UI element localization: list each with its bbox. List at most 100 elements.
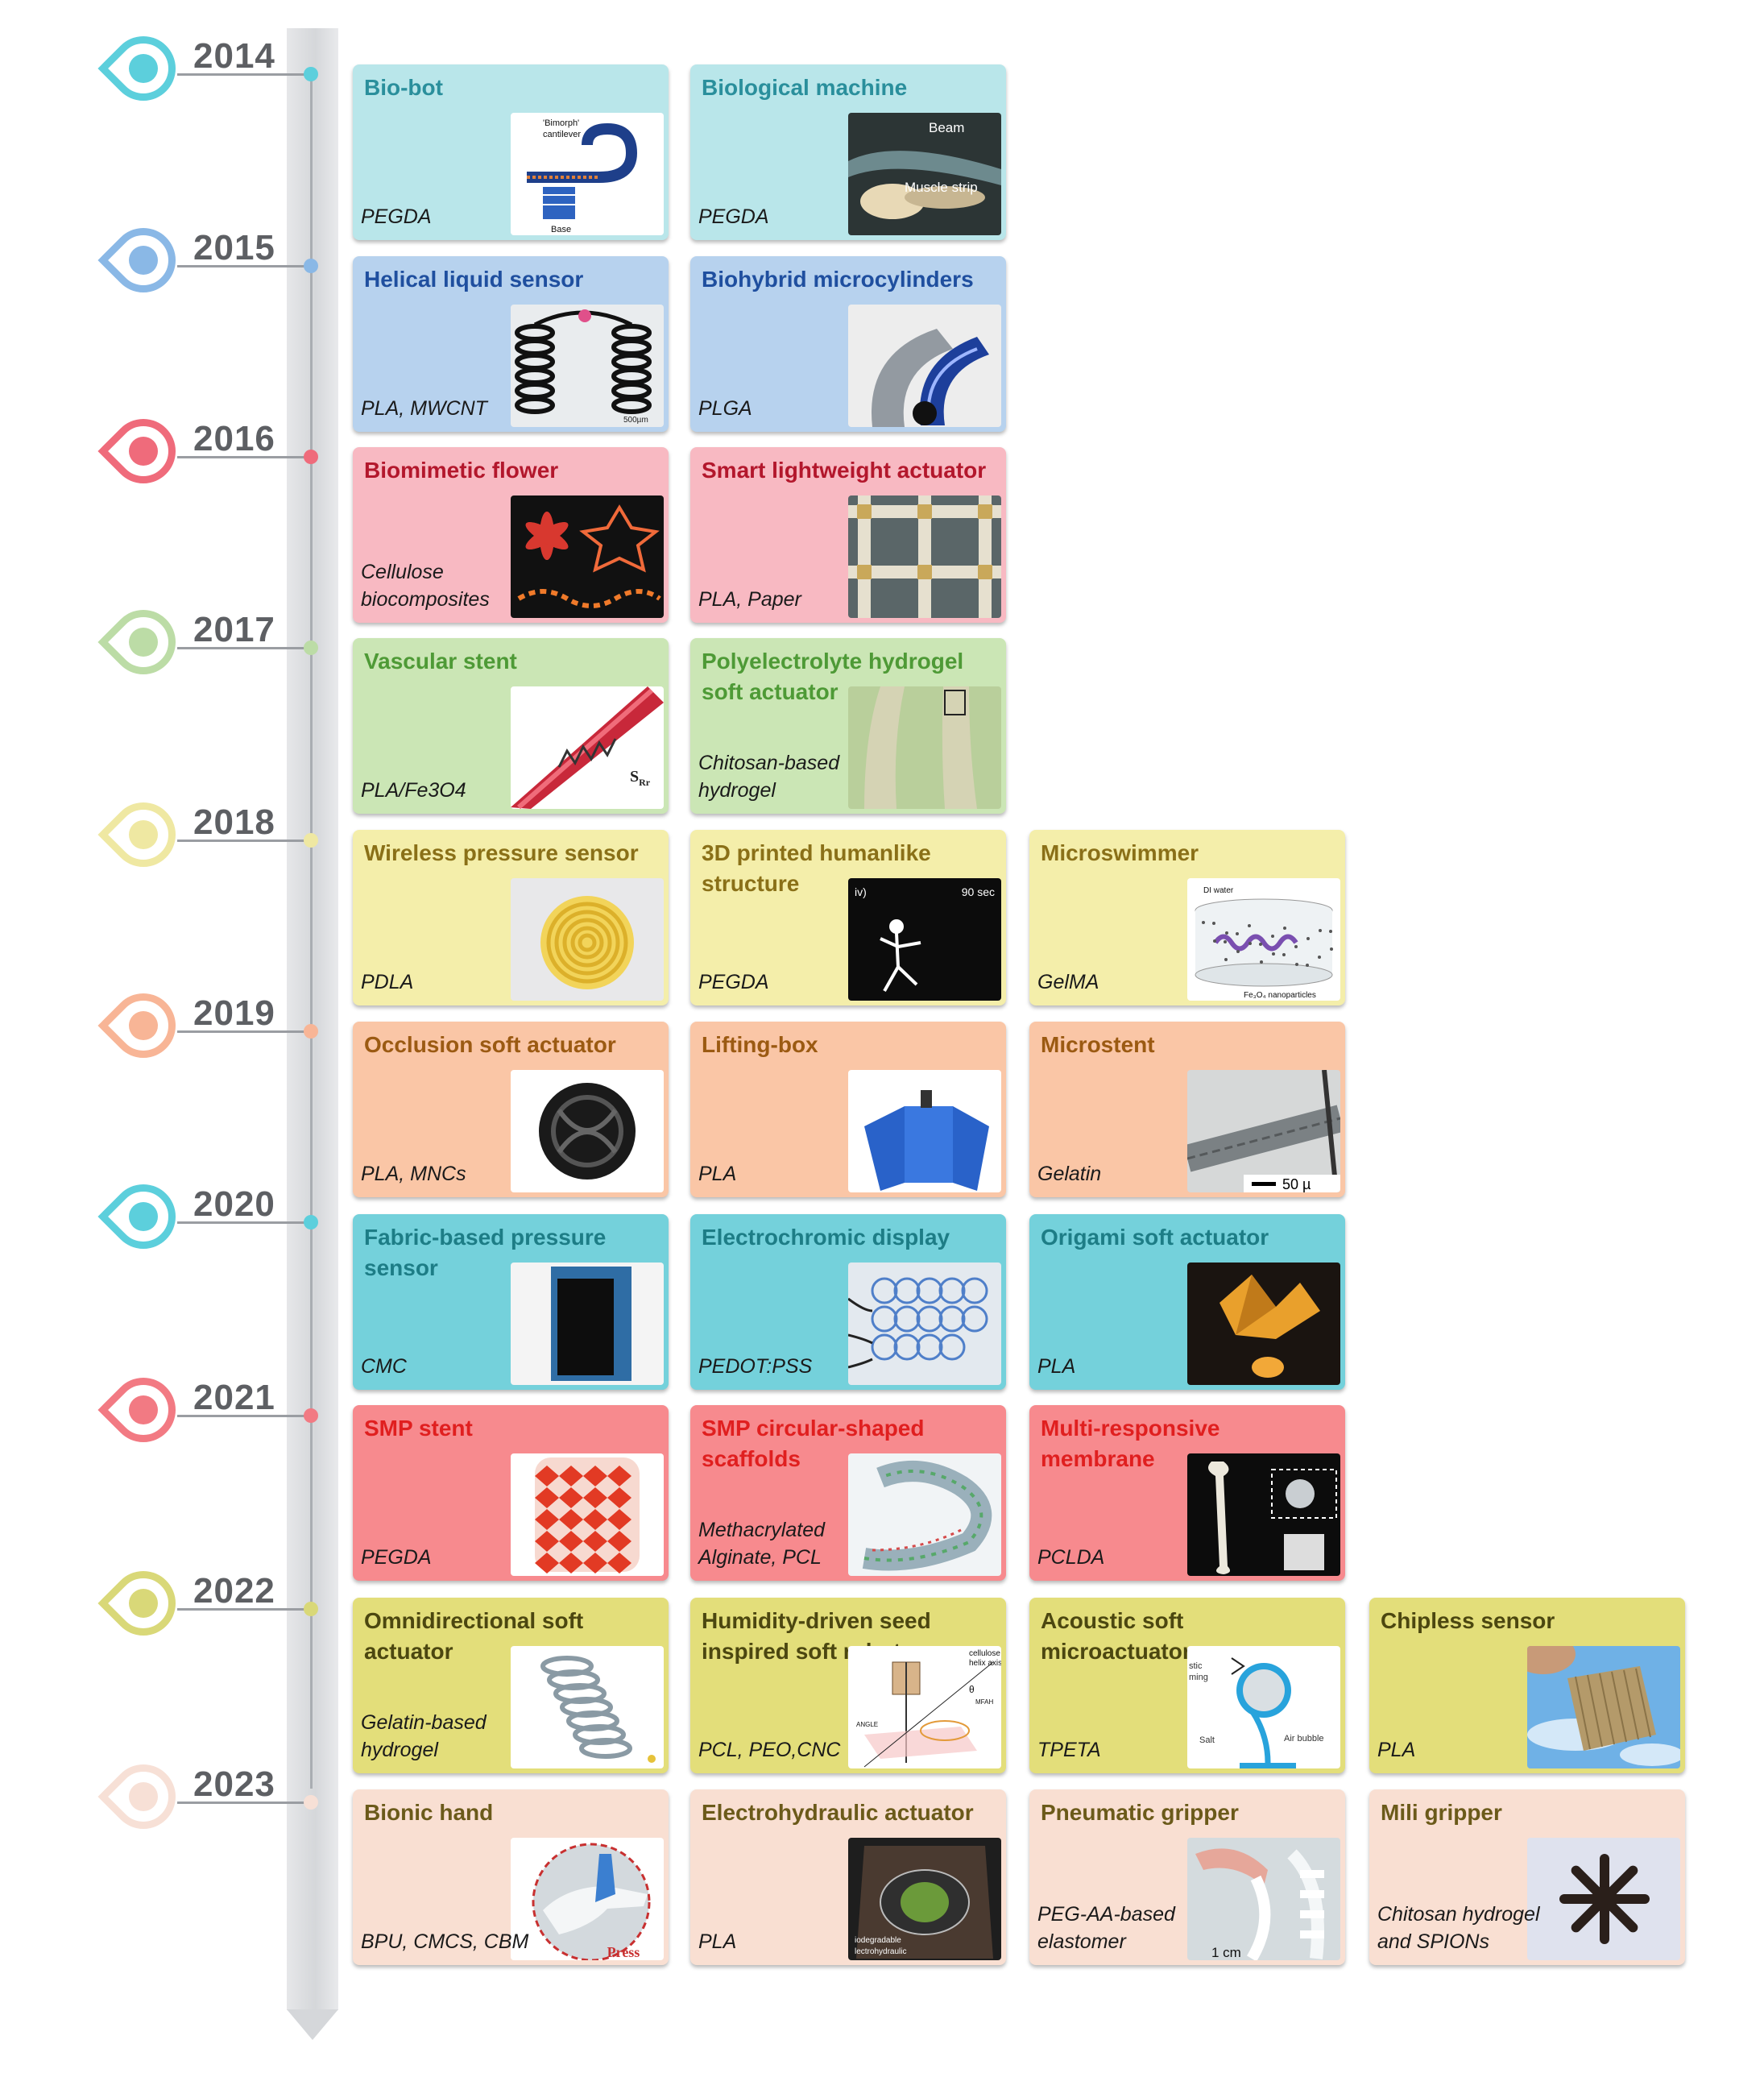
svg-text:Base: Base: [551, 225, 571, 234]
year-marker-2021: 2021: [97, 1364, 322, 1456]
card-material: Chitosan hydrogel and SPIONs: [1377, 1903, 1540, 1953]
card-image: SRr: [511, 686, 664, 809]
card-title: Biomimetic flower: [364, 458, 559, 483]
card-vascular-stent: Vascular stent SRr PLA/Fe3O4: [353, 638, 669, 814]
year-label: 2020: [193, 1184, 275, 1224]
card-title: Humidity-driven seed inspired soft robot: [702, 1608, 931, 1664]
card-material: PLA: [698, 1930, 737, 1953]
year-marker-2023: 2023: [97, 1751, 322, 1843]
year-marker-2018: 2018: [97, 789, 322, 881]
year-connector-line: [177, 73, 310, 76]
card-image: iv) 90 sec: [848, 878, 1001, 1001]
card-title: Polyelectrolyte hydrogel soft actuator: [702, 649, 964, 704]
year-label: 2016: [193, 419, 275, 458]
card-image: [1527, 1838, 1680, 1960]
svg-text:iv): iv): [855, 885, 867, 898]
svg-text:Air bubble: Air bubble: [1284, 1734, 1324, 1743]
card-material: BPU, CMCS, CBM: [361, 1930, 529, 1953]
timeline-node: [304, 1795, 318, 1810]
card-title: Origami soft actuator: [1041, 1225, 1269, 1250]
card-material: PLA: [1377, 1739, 1416, 1761]
pin-center-dot: [129, 1589, 158, 1618]
card-origami-soft-actuator: Origami soft actuator PLA: [1029, 1214, 1345, 1390]
card-material: CMC: [361, 1355, 407, 1378]
card-microstent: Microstent 50 µ Gelatin: [1029, 1022, 1345, 1197]
timeline-bar: [287, 28, 338, 2010]
card-smp-stent: SMP stent PEGDA: [353, 1405, 669, 1581]
year-marker-2022: 2022: [97, 1557, 322, 1649]
card-occlusion-soft-actuator: Occlusion soft actuator PLA, MNCs: [353, 1022, 669, 1197]
svg-text:Muscle strip: Muscle strip: [905, 180, 978, 195]
card-wireless-pressure-sensor: Wireless pressure sensor PDLA: [353, 830, 669, 1005]
year-connector-line: [177, 840, 310, 842]
card-material: PLA/Fe3O4: [361, 779, 466, 802]
year-marker-2020: 2020: [97, 1171, 322, 1263]
year-connector-line: [177, 1030, 310, 1033]
pin-center-dot: [129, 437, 158, 466]
card-title: Multi-responsive membrane: [1041, 1416, 1220, 1471]
svg-text:helix axis: helix axis: [969, 1659, 1001, 1668]
card-title: Wireless pressure sensor: [364, 840, 639, 865]
card-material: Cellulose biocomposites: [361, 561, 490, 611]
card-image: [511, 878, 664, 1001]
card-material: PLA: [1037, 1355, 1076, 1378]
card-image: [511, 495, 664, 618]
card-smart-lightweight-actuator: Smart lightweight actuator PLA, Paper: [690, 447, 1006, 623]
card-chipless-sensor: Chipless sensor PLA: [1369, 1598, 1685, 1773]
card-image: Beam Muscle strip: [848, 113, 1001, 235]
card-bionic-hand: Bionic hand Press BPU, CMCS, CBM: [353, 1789, 669, 1965]
svg-text:'Bimorph': 'Bimorph': [543, 118, 579, 128]
card-material: PLA, MWCNT: [361, 397, 487, 420]
card-material: PEGDA: [698, 971, 769, 993]
pin-center-dot: [129, 1782, 158, 1811]
card-title: Acoustic soft microactuator: [1041, 1608, 1191, 1664]
card-image: [1527, 1646, 1680, 1768]
card-biomimetic-flower: Biomimetic flower Cellulose biocomposite…: [353, 447, 669, 623]
card-humidity-driven-seed-inspired-soft-robot: Humidity-driven seed inspired soft robot…: [690, 1598, 1006, 1773]
timeline-node: [304, 1024, 318, 1039]
timeline-node: [304, 1408, 318, 1423]
year-label: 2022: [193, 1571, 275, 1611]
timeline-node: [304, 1602, 318, 1616]
card-image: cellulose helix axis θ MFAH ANGLE: [848, 1646, 1001, 1768]
card-title: SMP stent: [364, 1416, 473, 1441]
pin-center-dot: [129, 820, 158, 849]
card-multi-responsive-membrane: Multi-responsive membrane PCLDA: [1029, 1405, 1345, 1581]
card-image: stic ming Salt Air bubble: [1187, 1646, 1340, 1768]
pin-center-dot: [129, 54, 158, 83]
card-image: [848, 1070, 1001, 1192]
card-bio-bot: Bio-bot 'Bimorph' cantilever Base PEGDA: [353, 64, 669, 240]
svg-text:90 sec: 90 sec: [962, 885, 995, 898]
card-omnidirectional-soft-actuator: Omnidirectional soft actuator Gelatin-ba…: [353, 1598, 669, 1773]
timeline-node: [304, 1215, 318, 1229]
card-title: Chipless sensor: [1381, 1608, 1555, 1633]
card-title: Biohybrid microcylinders: [702, 267, 974, 292]
timeline-node: [304, 259, 318, 273]
svg-text:cellulose: cellulose: [969, 1649, 1000, 1658]
timeline-center-line: [310, 68, 313, 1789]
card-title: Fabric-based pressure sensor: [364, 1225, 607, 1280]
year-label: 2018: [193, 802, 275, 842]
card-image: [511, 1453, 664, 1576]
card-pneumatic-gripper: Pneumatic gripper 1 cm PEG-AA-based elas…: [1029, 1789, 1345, 1965]
timeline-node: [304, 833, 318, 848]
card-title: Pneumatic gripper: [1041, 1800, 1239, 1825]
card-material: TPETA: [1037, 1739, 1101, 1761]
card-image: iodegradable lectrohydraulic: [848, 1838, 1001, 1960]
card-material: Gelatin: [1037, 1163, 1102, 1185]
card-lifting-box: Lifting-box PLA: [690, 1022, 1006, 1197]
svg-text:500µm: 500µm: [623, 416, 648, 425]
svg-text:Fe₃O₄ nanoparticles: Fe₃O₄ nanoparticles: [1244, 991, 1316, 1000]
svg-text:DI water: DI water: [1203, 886, 1234, 895]
card-image: [848, 1263, 1001, 1385]
card-title: Occlusion soft actuator: [364, 1032, 616, 1057]
timeline-node: [304, 641, 318, 655]
card-material: PLA, Paper: [698, 588, 801, 611]
card-image: [848, 1453, 1001, 1576]
card-material: Methacrylated Alginate, PCL: [698, 1519, 826, 1569]
card-image: DI water Fe₃O₄ nanoparticles: [1187, 878, 1340, 1001]
card-image: [511, 1263, 664, 1385]
card-3d-printed-humanlike-structure: 3D printed humanlike structure iv) 90 sec…: [690, 830, 1006, 1005]
card-image: 1 cm: [1187, 1838, 1340, 1960]
card-image: [848, 686, 1001, 809]
